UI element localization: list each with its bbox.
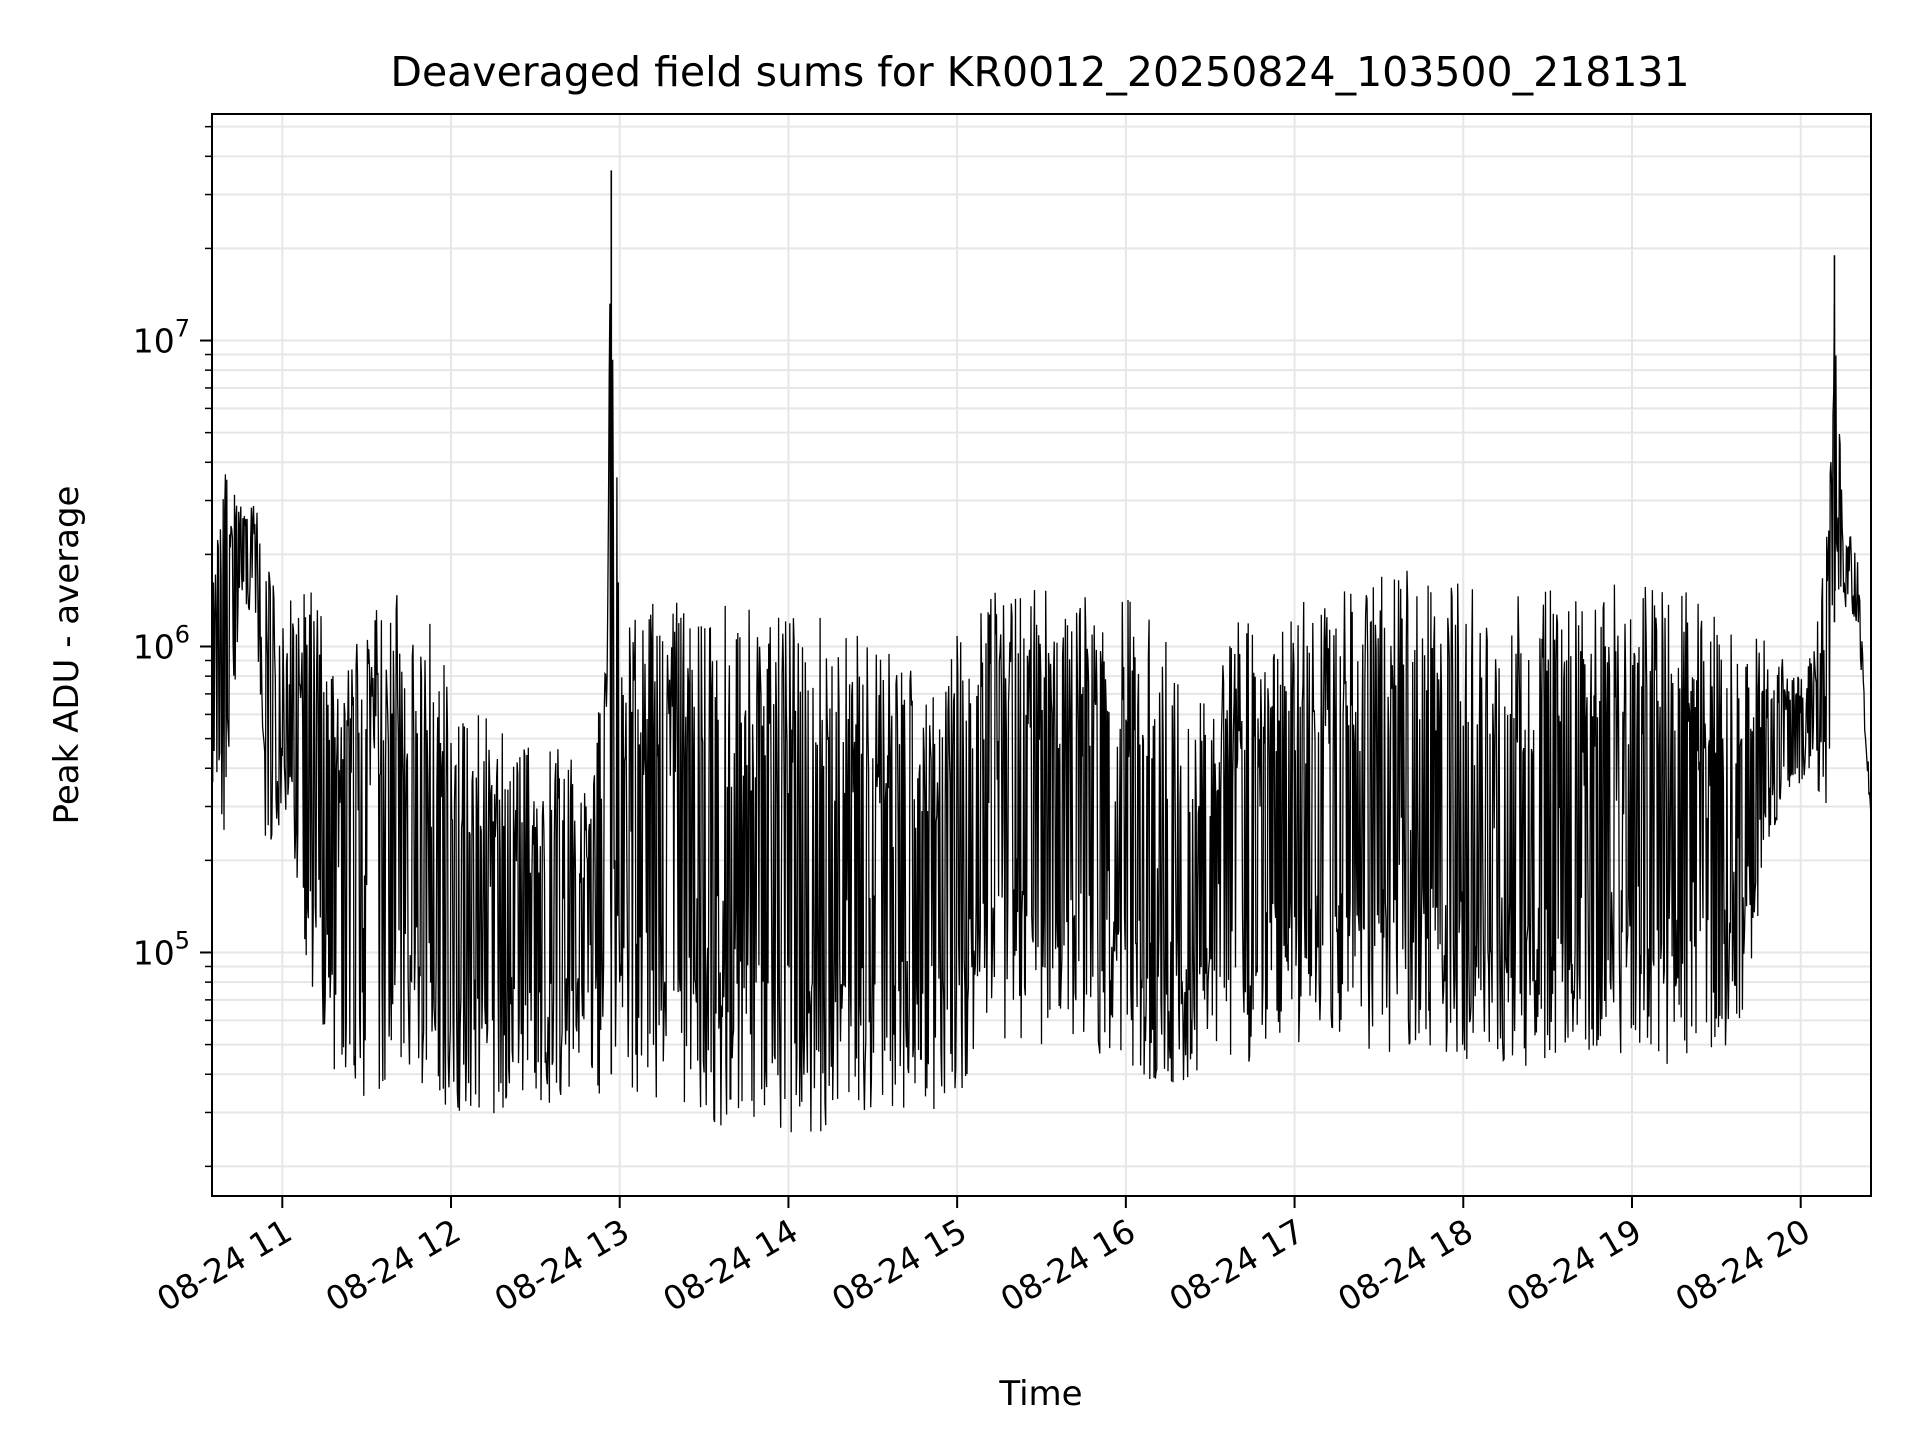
x-tick-label: 08-24 19 (1500, 1211, 1648, 1319)
y-tick-label: 107 (133, 315, 190, 361)
x-tick-label: 08-24 14 (656, 1211, 804, 1319)
x-tick-label: 08-24 20 (1669, 1211, 1817, 1319)
chart-title: Deaveraged field sums for KR0012_2025082… (390, 48, 1689, 96)
y-tick-label: 106 (133, 621, 190, 667)
x-tick-label: 08-24 18 (1331, 1211, 1479, 1319)
x-tick-label: 08-24 15 (825, 1211, 973, 1319)
x-axis-label: Time (998, 1374, 1082, 1414)
x-tick-label: 08-24 13 (488, 1211, 636, 1319)
y-axis-label: Peak ADU - average (47, 486, 87, 825)
x-tick-label: 08-24 11 (150, 1211, 298, 1319)
y-tick-label: 105 (133, 926, 190, 972)
x-tick-label: 08-24 12 (319, 1211, 467, 1319)
plot-frame (211, 113, 1872, 1197)
x-tick-label: 08-24 16 (994, 1211, 1142, 1319)
series-line (211, 303, 1872, 1133)
data-series (211, 170, 1872, 1133)
x-tick-label: 08-24 17 (1163, 1211, 1311, 1319)
